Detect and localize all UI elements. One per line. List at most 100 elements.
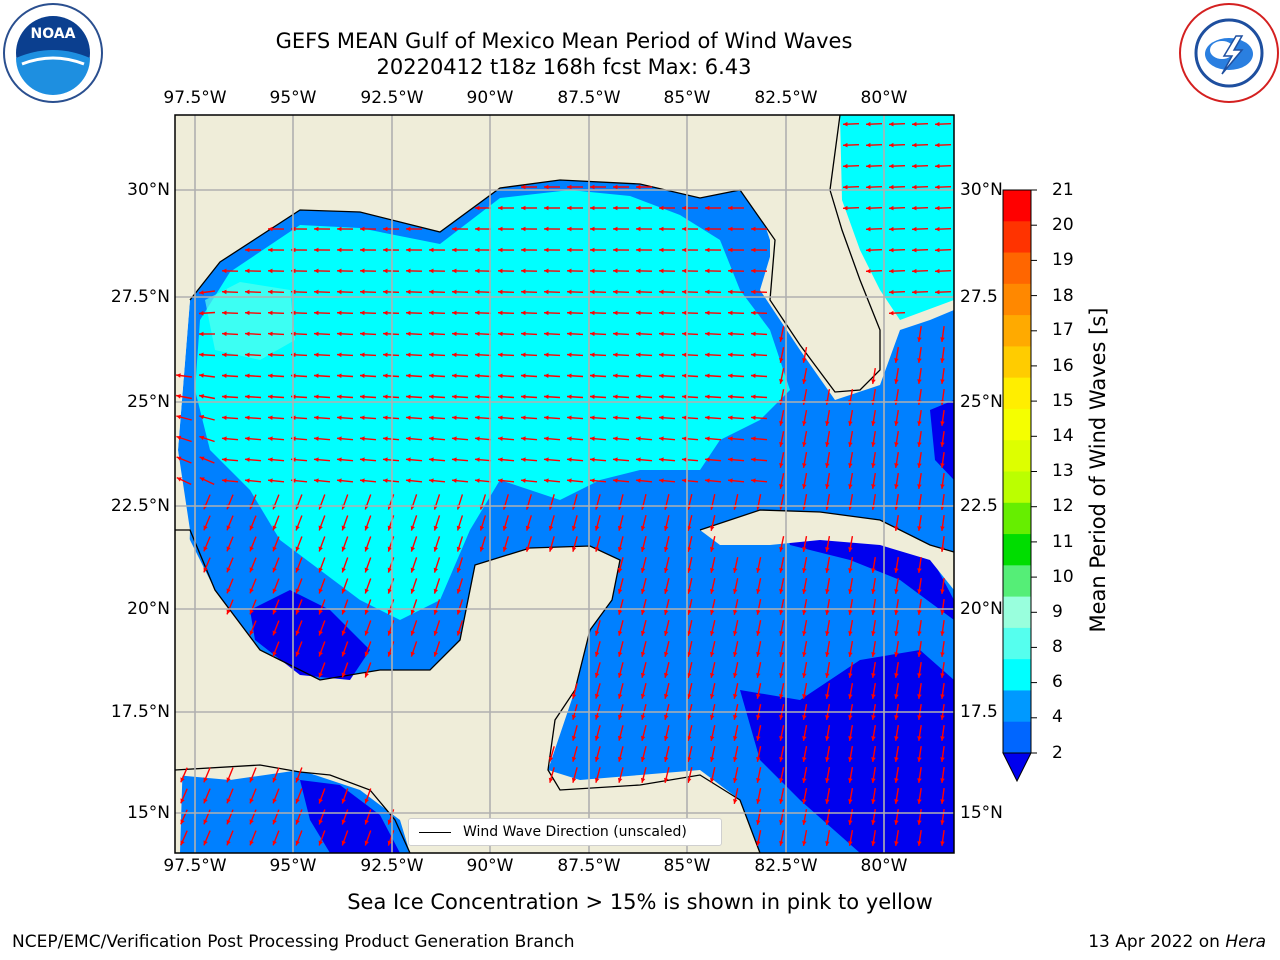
wave-arrow-head: [567, 226, 572, 232]
wave-arrow-head: [498, 310, 503, 316]
wave-arrow-head: [590, 289, 595, 295]
wave-arrow-head: [406, 289, 411, 295]
wave-arrow-head: [452, 478, 457, 483]
wave-arrow-head: [779, 820, 784, 825]
colorbar-tick: 2: [1052, 743, 1063, 763]
wave-arrow-head: [871, 778, 876, 783]
legend-label: Wind Wave Direction (unscaled): [463, 824, 687, 840]
wave-arrow-head: [659, 457, 664, 462]
wave-arrow-head: [687, 630, 692, 636]
wave-arrow-head: [594, 693, 600, 699]
wave-arrow-head: [617, 651, 623, 657]
wave-arrow-head: [940, 379, 945, 384]
wave-arrow-head: [917, 337, 922, 342]
wave-arrow-head: [871, 652, 876, 657]
wave-arrow-head: [226, 525, 231, 531]
wave-arrow-head: [475, 352, 480, 358]
wave-arrow-head: [912, 121, 917, 127]
wave-arrow-head: [360, 310, 365, 316]
wave-arrow-head: [871, 568, 876, 573]
wave-arrow-head: [848, 610, 853, 615]
wave-arrow-head: [664, 651, 669, 657]
wave-arrow-head: [894, 778, 899, 783]
wave-arrow-head: [728, 394, 733, 399]
wave-arrow-head: [245, 415, 250, 420]
wave-arrow-head: [387, 651, 392, 657]
lon-tick-bottom: 95°W: [269, 856, 317, 876]
wave-arrow-head: [176, 394, 181, 399]
wave-arrow-head: [295, 651, 300, 657]
wave-arrow-head: [682, 247, 687, 253]
wave-arrow-head: [383, 247, 388, 253]
wave-arrow-head: [452, 373, 457, 378]
wave-arrow-head: [433, 588, 438, 594]
wave-arrow-head: [364, 630, 369, 636]
wave-arrow-head: [406, 478, 411, 483]
wave-arrow-head: [802, 757, 807, 762]
wave-arrow-head: [825, 841, 830, 846]
wave-arrow-head: [871, 757, 876, 762]
wave-arrow-head: [640, 735, 646, 741]
wave-arrow-head: [226, 609, 231, 615]
lat-tick-right: 30°N: [960, 180, 1003, 200]
wave-arrow-head: [452, 289, 457, 295]
wave-arrow-head: [548, 777, 554, 783]
wave-arrow-head: [199, 373, 204, 378]
wave-arrow-head: [502, 546, 508, 552]
wave-arrow-head: [825, 421, 830, 426]
wave-arrow-head: [871, 820, 876, 825]
wave-arrow-head: [733, 652, 738, 657]
wave-arrow-head: [410, 609, 415, 615]
wave-arrow-head: [733, 610, 738, 615]
wave-arrow-head: [456, 630, 462, 636]
wave-arrow-head: [728, 415, 733, 420]
wave-arrow-head: [295, 777, 300, 783]
wave-arrow-head: [733, 673, 738, 678]
wave-arrow-head: [199, 477, 205, 482]
wave-arrow-head: [664, 756, 669, 762]
wave-arrow-head: [733, 799, 738, 804]
wave-arrow-head: [636, 226, 641, 232]
wave-arrow-head: [779, 379, 784, 384]
wave-arrow-head: [594, 651, 600, 657]
wave-arrow-head: [682, 394, 687, 399]
wave-arrow-head: [756, 736, 761, 741]
noaa-logo-text: NOAA: [31, 26, 76, 42]
map-frame: [174, 114, 955, 854]
wave-arrow-head: [636, 457, 641, 462]
lon-tick-top: 87.5°W: [557, 88, 621, 108]
wave-arrow-head: [318, 840, 323, 846]
wave-arrow-head: [935, 289, 940, 295]
wave-arrow-head: [383, 457, 388, 462]
wave-arrow-head: [521, 415, 526, 420]
wave-arrow-head: [710, 715, 715, 720]
wave-arrow-head: [383, 310, 388, 316]
wave-arrow-head: [866, 268, 871, 274]
wave-arrow-head: [613, 247, 618, 253]
wave-arrow-head: [682, 436, 687, 441]
colorbar-swatch: [1003, 315, 1031, 347]
wave-arrow-head: [590, 331, 595, 337]
wave-arrow-head: [525, 525, 531, 531]
wave-arrow-head: [825, 442, 830, 447]
wave-arrow-head: [199, 435, 205, 441]
wave-arrow-head: [848, 694, 853, 699]
wave-arrow-head: [337, 331, 342, 337]
wave-arrow-head: [222, 415, 227, 420]
wave-arrow-head: [383, 415, 388, 420]
wave-arrow-head: [544, 415, 549, 420]
wave-arrow-head: [940, 652, 945, 657]
wave-arrow-head: [245, 268, 250, 274]
wave-arrow-head: [636, 352, 641, 358]
colorbar-tick: 8: [1052, 637, 1063, 657]
wave-arrow-head: [917, 715, 922, 720]
wave-arrow-head: [751, 373, 756, 378]
wave-arrow-head: [802, 484, 807, 489]
wave-arrow-head: [687, 756, 692, 762]
wave-arrow-head: [594, 756, 600, 762]
wave-arrow-head: [940, 589, 945, 594]
wave-arrow-head: [498, 436, 503, 441]
wave-arrow-head: [567, 310, 572, 316]
wave-arrow-head: [383, 268, 388, 274]
lat-tick-right: 27.5: [960, 287, 998, 307]
